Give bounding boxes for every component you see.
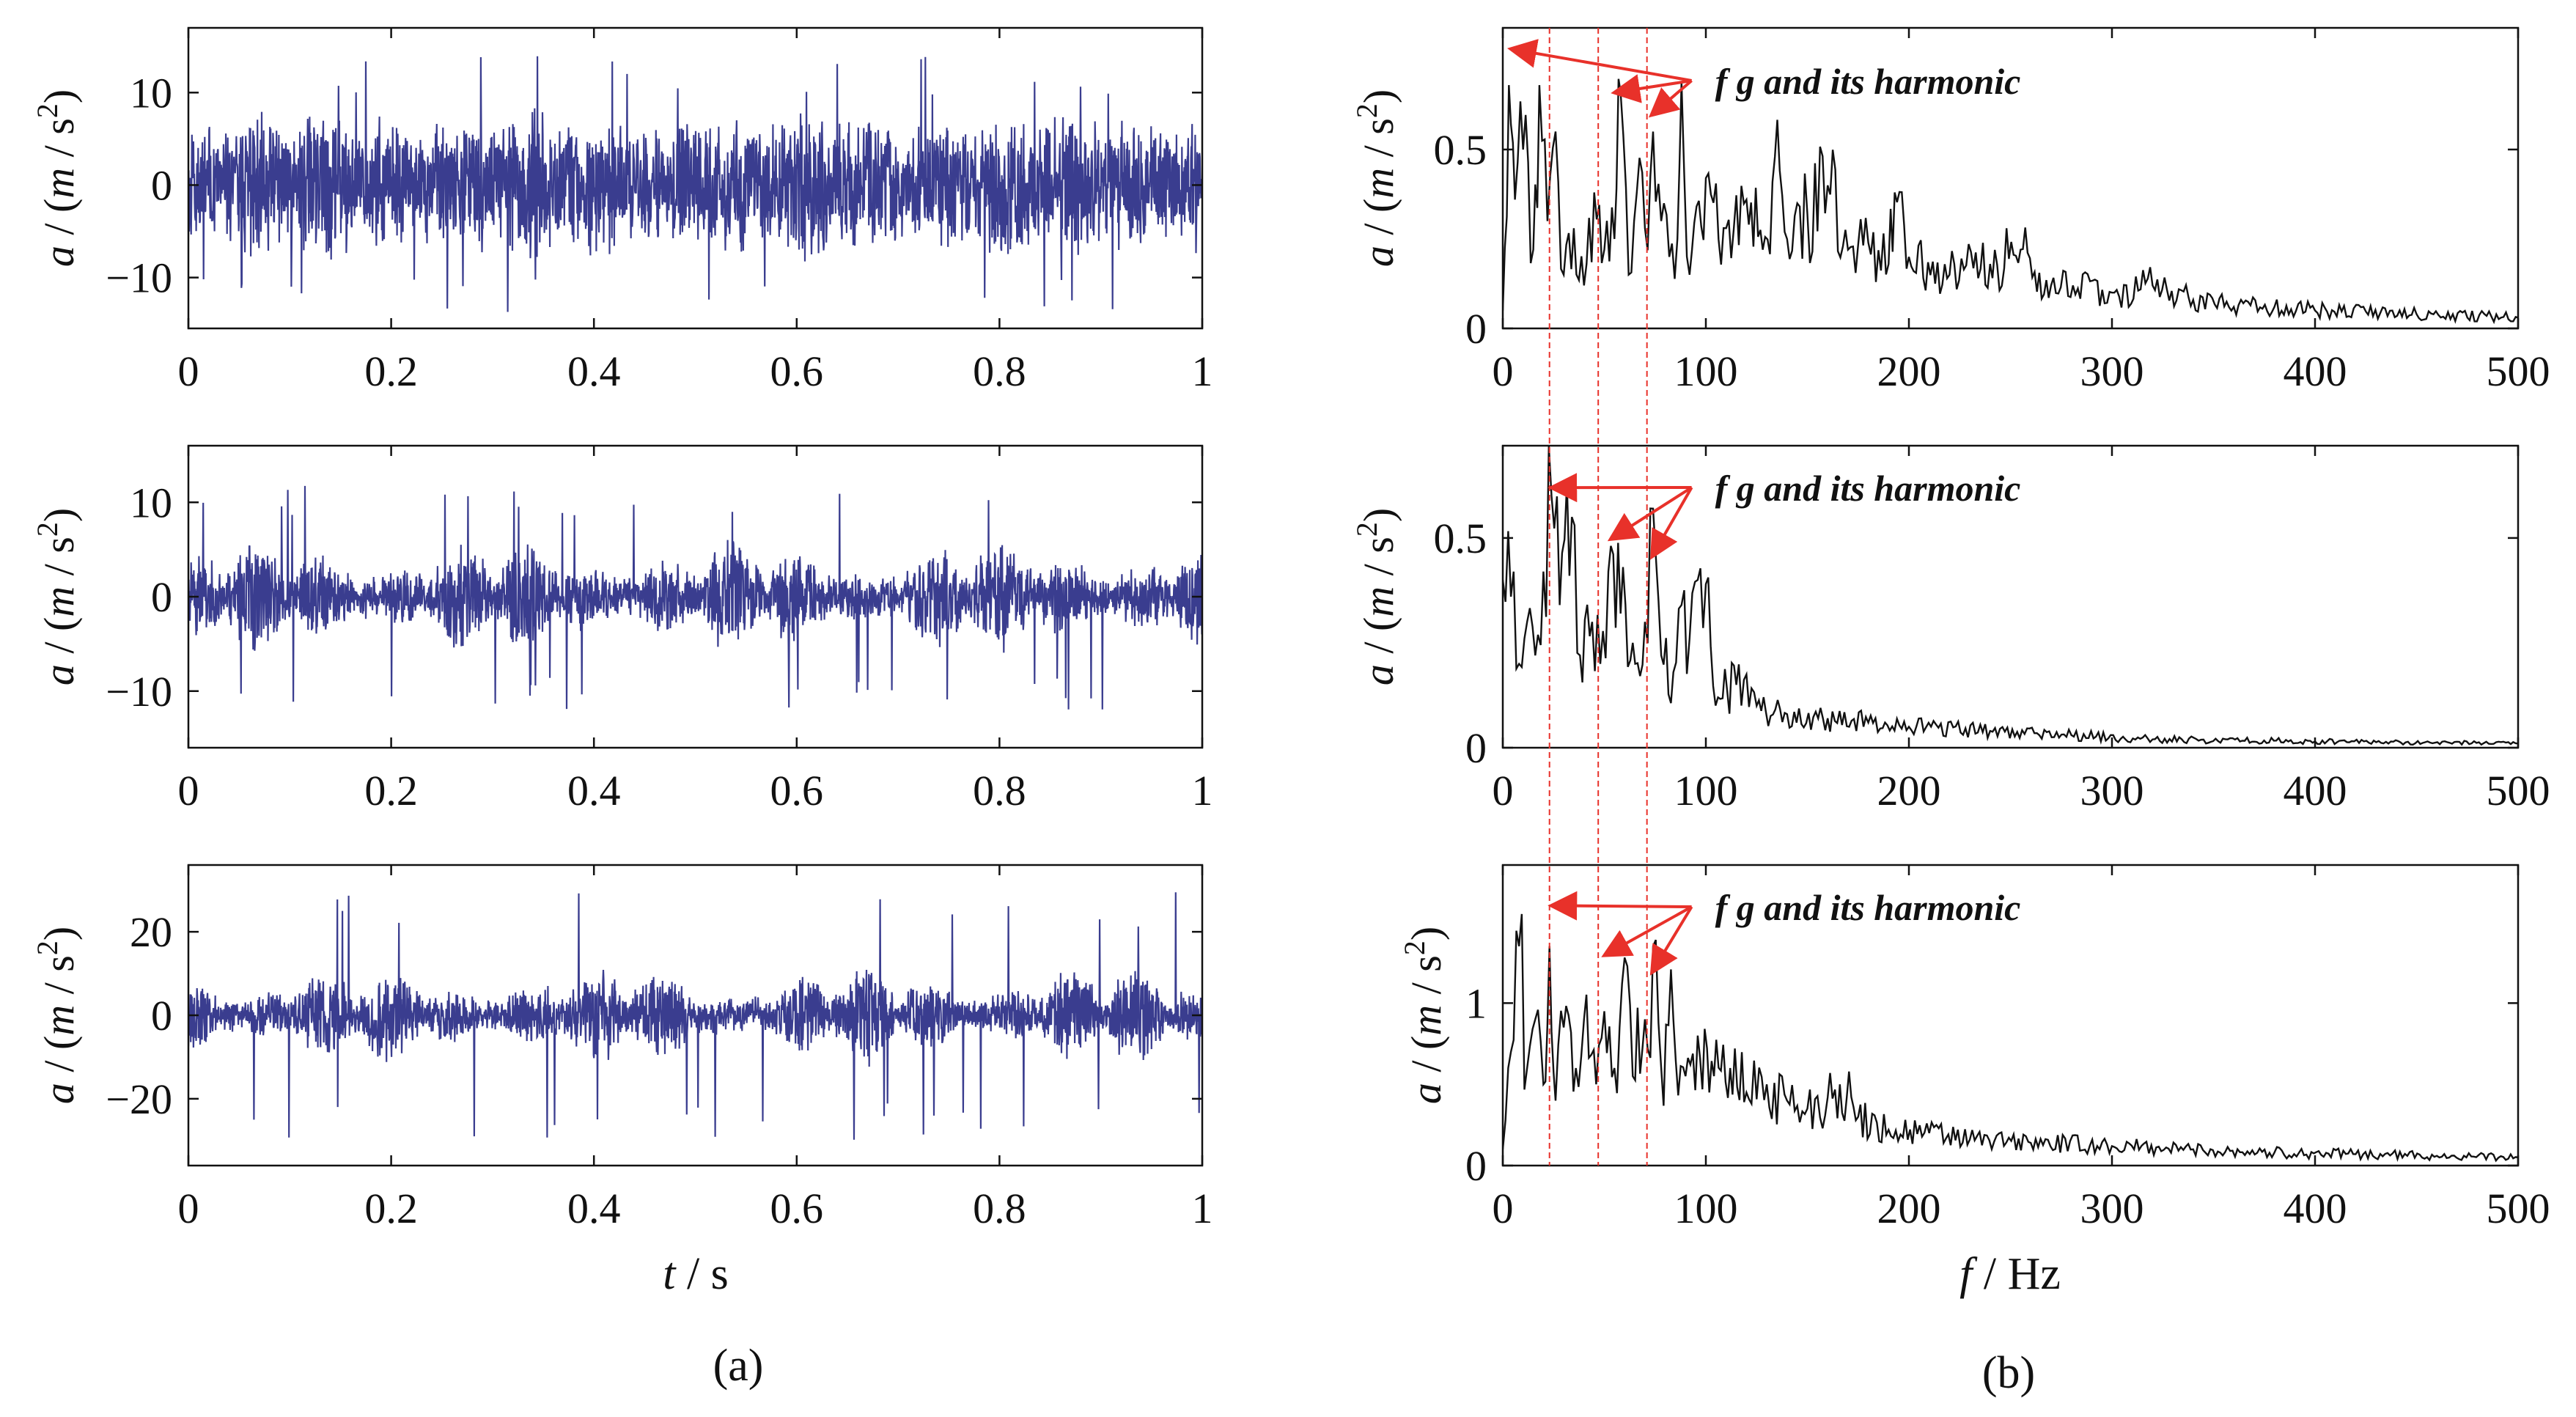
y-axis-label: a / (m / s2) <box>1350 89 1402 267</box>
annotation-arrow <box>1607 486 1693 542</box>
x-tick-label: 0 <box>178 347 199 395</box>
axes-frame <box>187 26 1204 330</box>
panel-a3: 0 0.2 0.4 0.6 0.8 1 −20 0 20 a / (m / s2) <box>31 864 1213 1232</box>
annotation-arrow <box>1601 905 1693 957</box>
annotation-arrow <box>1648 79 1693 118</box>
x-tick-label: 1 <box>1192 767 1213 814</box>
panel-label-a: (a) <box>713 1341 764 1391</box>
x-tick-label: 0.4 <box>567 767 621 814</box>
x-tick-label: 400 <box>2284 767 2347 814</box>
y-tick-label: 0.5 <box>1434 515 1487 562</box>
x-tick-label: 0.6 <box>770 767 824 814</box>
y-axis-label: a / (m / s2) <box>31 89 83 267</box>
panel-b3: 0 100 200 300 400 500 0 1 a / (m / s2) <box>1398 864 2550 1232</box>
panel-b1: 0 100 200 300 400 500 0 0.5 a / (m / s2) <box>1350 26 2550 395</box>
x-tick-label: 200 <box>1877 1185 1941 1232</box>
axes-frame <box>1501 26 2520 330</box>
x-tick-label: 0 <box>1493 347 1514 395</box>
x-tick-label: 300 <box>2080 347 2144 395</box>
x-tick-label: 1 <box>1192 347 1213 395</box>
annotation-text: f g and its harmonic <box>1715 887 2021 928</box>
spectrum-trace <box>1503 446 2518 746</box>
signal-trace <box>188 485 1202 710</box>
x-tick-label: 1 <box>1192 1185 1213 1232</box>
annotation-text: f g and its harmonic <box>1715 468 2021 509</box>
y-axis-label: a / (m / s2) <box>1350 508 1402 685</box>
panel-a2: 0 0.2 0.4 0.6 0.8 1 −10 0 10 a / (m / s2) <box>31 444 1213 814</box>
x-tick-label: 300 <box>2080 1185 2144 1232</box>
y-tick-label: 0 <box>1465 305 1487 353</box>
x-tick-label: 300 <box>2080 767 2144 814</box>
x-tick-label: 100 <box>1674 767 1738 814</box>
x-tick-label: 0 <box>178 767 199 814</box>
panel-label-b: (b) <box>1982 1348 2035 1398</box>
y-tick-label: −20 <box>106 1075 172 1123</box>
spectrum-trace <box>1503 78 2518 325</box>
x-tick-label: 0.8 <box>973 347 1026 395</box>
y-tick-label: −10 <box>106 254 172 302</box>
x-tick-label: 0.2 <box>364 1185 418 1232</box>
y-tick-label: 20 <box>130 908 172 956</box>
x-tick-label: 0 <box>178 1185 199 1232</box>
x-tick-label: 500 <box>2487 1185 2550 1232</box>
y-tick-label: 0.5 <box>1434 126 1487 174</box>
x-tick-label: 0 <box>1493 1185 1514 1232</box>
y-tick-label: 0 <box>1465 1142 1487 1190</box>
y-tick-label: 10 <box>130 69 172 117</box>
axes-frame <box>1501 444 2520 749</box>
x-tick-label: 0.4 <box>567 347 621 395</box>
y-axis-label: a / (m / s2) <box>31 508 83 685</box>
x-tick-label: 400 <box>2284 347 2347 395</box>
x-tick-label: 0.6 <box>770 1185 824 1232</box>
x-tick-label: 0 <box>1493 767 1514 814</box>
annotation-arrow <box>1650 487 1693 560</box>
axes-frame <box>1501 864 2520 1167</box>
y-axis-label: a / (m / s2) <box>1398 927 1450 1104</box>
panel-b2: 0 100 200 300 400 500 0 0.5 a / (m / s2) <box>1350 444 2550 814</box>
y-tick-label: −10 <box>106 668 172 715</box>
x-tick-label: 400 <box>2284 1185 2347 1232</box>
x-tick-label: 500 <box>2487 347 2550 395</box>
signal-trace <box>188 56 1202 312</box>
x-tick-label: 100 <box>1674 347 1738 395</box>
annotation-arrow <box>1649 905 1693 976</box>
y-axis-label: a / (m / s2) <box>31 927 83 1104</box>
x-tick-label: 200 <box>1877 347 1941 395</box>
annotation-arrow <box>1506 39 1692 82</box>
x-tick-label: 500 <box>2487 767 2550 814</box>
x-axis-label-frequency: f / Hz <box>1959 1249 2061 1299</box>
x-tick-label: 0.2 <box>364 347 418 395</box>
y-tick-label: 0 <box>151 992 172 1039</box>
spectrum-trace <box>1503 913 2518 1163</box>
x-tick-label: 0.4 <box>567 1185 621 1232</box>
y-tick-label: 0 <box>1465 724 1487 772</box>
y-tick-label: 0 <box>151 573 172 621</box>
x-tick-label: 200 <box>1877 767 1941 814</box>
x-tick-label: 0.8 <box>973 1185 1026 1232</box>
x-tick-label: 100 <box>1674 1185 1738 1232</box>
y-tick-label: 0 <box>151 161 172 209</box>
annotation-arrow <box>1611 74 1692 103</box>
signal-trace <box>188 892 1202 1140</box>
annotation-arrow <box>1548 891 1692 921</box>
y-tick-label: 1 <box>1465 979 1487 1027</box>
x-tick-label: 0.2 <box>364 767 418 814</box>
annotation-text: f g and its harmonic <box>1715 61 2021 102</box>
x-tick-label: 0.6 <box>770 347 824 395</box>
x-axis-label-time: t / s <box>663 1249 729 1299</box>
x-tick-label: 0.8 <box>973 767 1026 814</box>
y-tick-label: 10 <box>130 479 172 526</box>
